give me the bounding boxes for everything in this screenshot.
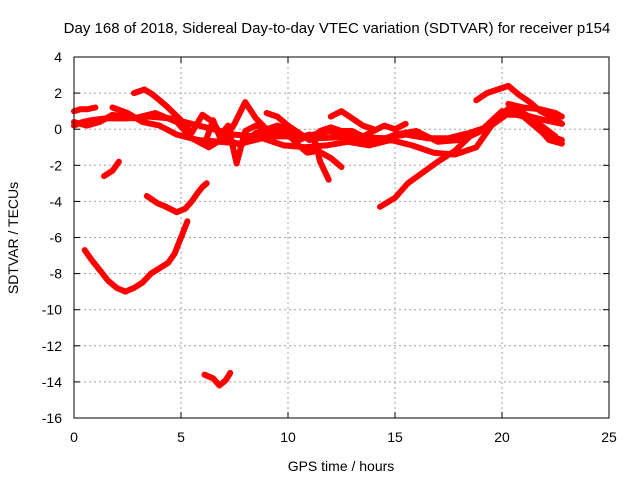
series-line-s12 — [101, 158, 122, 180]
data-series — [71, 82, 565, 389]
series-line-s10 — [473, 82, 565, 127]
x-tick-label: 20 — [494, 429, 510, 445]
series-line-s13 — [143, 180, 210, 216]
series-line-s8 — [327, 108, 377, 133]
y-tick-label: -16 — [42, 410, 62, 426]
y-tick-label: -10 — [42, 302, 62, 318]
y-tick-label: -14 — [42, 374, 62, 390]
y-tick-label: -4 — [50, 193, 63, 209]
x-tick-label: 5 — [177, 429, 185, 445]
x-tick-label: 0 — [70, 429, 78, 445]
series-line-s15 — [201, 369, 234, 389]
series-line-s7 — [263, 110, 409, 143]
y-axis-label: SDTVAR / TECUs — [5, 182, 21, 294]
series-line-s1 — [71, 104, 99, 115]
x-tick-label: 10 — [280, 429, 296, 445]
y-tick-label: -8 — [50, 266, 63, 282]
series-line-s14 — [81, 218, 191, 295]
series-line-s11 — [505, 100, 565, 120]
y-tick-label: -12 — [42, 338, 62, 354]
series-line-s9 — [377, 108, 565, 210]
series-line-s6 — [203, 117, 345, 171]
x-tick-label: 25 — [601, 429, 617, 445]
x-axis-label: GPS time / hours — [288, 458, 395, 474]
y-tick-label: 4 — [54, 49, 62, 65]
y-tick-label: -2 — [50, 157, 63, 173]
x-tick-label: 15 — [387, 429, 403, 445]
chart-title: Day 168 of 2018, Sidereal Day-to-day VTE… — [64, 20, 611, 37]
y-tick-label: 0 — [54, 121, 62, 137]
y-tick-label: -6 — [50, 230, 63, 246]
series-line-s4 — [109, 102, 559, 158]
y-tick-label: 2 — [54, 85, 62, 101]
